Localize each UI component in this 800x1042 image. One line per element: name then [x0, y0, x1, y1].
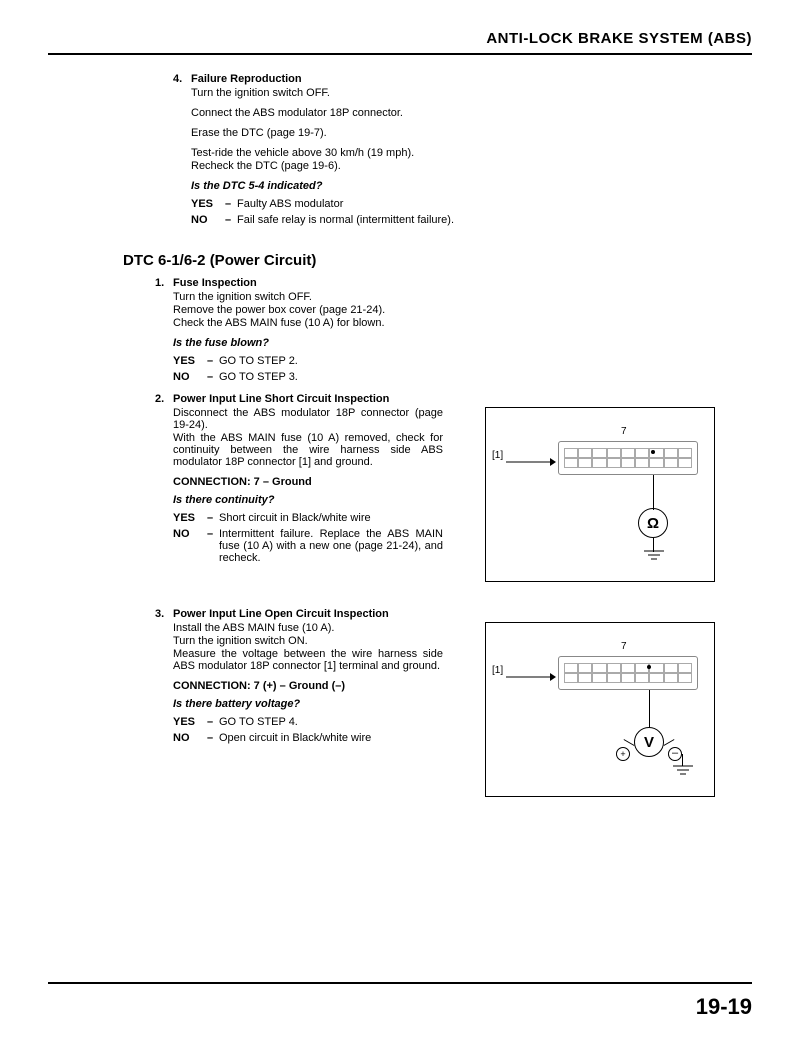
sec3-line3: Measure the voltage between the wire har…: [173, 648, 443, 672]
no-label: NO: [173, 371, 207, 383]
pin-7-dot: [647, 665, 651, 669]
sec3-line2: Turn the ignition switch ON.: [173, 635, 473, 647]
sec1-line3: Check the ABS MAIN fuse (10 A) for blown…: [173, 317, 752, 329]
diagram-label-7: 7: [621, 641, 627, 652]
sec2-yes-row: YES – Short circuit in Black/white wire: [173, 512, 473, 524]
step-2-num: 2.: [155, 393, 173, 405]
connector-pins: [564, 448, 692, 468]
dash: –: [207, 716, 219, 728]
sec4-line3: Erase the DTC (page 19-7).: [191, 127, 752, 139]
step-1-title: Fuse Inspection: [173, 277, 257, 289]
dash: –: [207, 528, 219, 564]
ground-icon: [673, 765, 693, 779]
dash: –: [207, 355, 219, 367]
step-3-title: Power Input Line Open Circuit Inspection: [173, 608, 389, 620]
sec2-connection: CONNECTION: 7 – Ground: [173, 476, 473, 488]
sec1-line2: Remove the power box cover (page 21-24).: [173, 304, 752, 316]
ohm-meter-icon: Ω: [638, 508, 668, 538]
lead-wire: [664, 739, 675, 746]
connector-pins: [564, 663, 692, 683]
dash: –: [225, 214, 237, 226]
step-4-num: 4.: [173, 73, 191, 85]
yes-label: YES: [173, 512, 207, 524]
step-4-title: Failure Reproduction: [191, 73, 302, 85]
step-2-title: Power Input Line Short Circuit Inspectio…: [173, 393, 389, 405]
dash: –: [207, 732, 219, 744]
pin-7-dot: [651, 450, 655, 454]
sec4-yes-text: Faulty ABS modulator: [237, 198, 752, 210]
dash: –: [225, 198, 237, 210]
page-number: 19-19: [696, 994, 752, 1020]
connector-diagram-volt: [1] 7 V + –: [485, 622, 715, 797]
sec4-question: Is the DTC 5-4 indicated?: [191, 180, 752, 192]
step-3-header: 3. Power Input Line Open Circuit Inspect…: [155, 608, 752, 620]
sec1-no-text: GO TO STEP 3.: [219, 371, 752, 383]
sec3-yes-row: YES – GO TO STEP 4.: [173, 716, 473, 728]
plus-terminal-icon: +: [616, 747, 630, 761]
yes-label: YES: [173, 716, 207, 728]
sec4-line1: Turn the ignition switch OFF.: [191, 87, 752, 99]
sec3-question: Is there battery voltage?: [173, 698, 473, 710]
sec2-line2: With the ABS MAIN fuse (10 A) removed, c…: [173, 432, 443, 468]
wire: [653, 475, 654, 510]
arrow-icon: [506, 671, 556, 683]
sec4-no-text: Fail safe relay is normal (intermittent …: [237, 214, 471, 226]
sec1-no-row: NO – GO TO STEP 3.: [173, 371, 752, 383]
lead-wire: [624, 739, 635, 746]
page-header-title: ANTI-LOCK BRAKE SYSTEM (ABS): [48, 30, 752, 55]
dash: –: [207, 371, 219, 383]
sec4-line2: Connect the ABS modulator 18P connector.: [191, 107, 752, 119]
sec1-yes-row: YES – GO TO STEP 2.: [173, 355, 752, 367]
step-3-num: 3.: [155, 608, 173, 620]
yes-label: YES: [191, 198, 225, 210]
sec3-connection: CONNECTION: 7 (+) – Ground (–): [173, 680, 473, 692]
wire: [649, 690, 650, 728]
no-label: NO: [173, 732, 207, 744]
sec2-no-text: Intermittent failure. Replace the ABS MA…: [219, 528, 443, 564]
connector-diagram-ohm: [1] 7 Ω: [485, 407, 715, 582]
sec2-yes-text: Short circuit in Black/white wire: [219, 512, 473, 524]
sec4-line4a: Test-ride the vehicle above 30 km/h (19 …: [191, 147, 752, 159]
diagram-label-7: 7: [621, 426, 627, 437]
diagram-label-1: [1]: [492, 665, 503, 676]
sec2-no-row: NO – Intermittent failure. Replace the A…: [173, 528, 443, 564]
sec4-no-row: NO – Fail safe relay is normal (intermit…: [191, 214, 471, 226]
diagram-label-1: [1]: [492, 450, 503, 461]
footer-rule: [48, 982, 752, 984]
step-1-header: 1. Fuse Inspection: [155, 277, 752, 289]
sec2-question: Is there continuity?: [173, 494, 473, 506]
no-label: NO: [173, 528, 207, 564]
sec3-no-row: NO – Open circuit in Black/white wire: [173, 732, 473, 744]
sec1-line1: Turn the ignition switch OFF.: [173, 291, 752, 303]
step-1-num: 1.: [155, 277, 173, 289]
step-4-header: 4. Failure Reproduction: [173, 73, 752, 85]
minus-terminal-icon: –: [668, 747, 682, 761]
sec1-question: Is the fuse blown?: [173, 337, 752, 349]
sec4-line4b: Recheck the DTC (page 19-6).: [191, 160, 752, 172]
sec4-yes-row: YES – Faulty ABS modulator: [191, 198, 752, 210]
sec3-yes-text: GO TO STEP 4.: [219, 716, 473, 728]
section-heading-dtc: DTC 6-1/6-2 (Power Circuit): [123, 252, 752, 269]
step-2-header: 2. Power Input Line Short Circuit Inspec…: [155, 393, 752, 405]
dash: –: [207, 512, 219, 524]
volt-meter-icon: V: [634, 727, 664, 757]
sec2-line1: Disconnect the ABS modulator 18P connect…: [173, 407, 443, 431]
sec3-line1: Install the ABS MAIN fuse (10 A).: [173, 622, 473, 634]
arrow-icon: [506, 456, 556, 468]
sec3-no-text: Open circuit in Black/white wire: [219, 732, 473, 744]
no-label: NO: [191, 214, 225, 226]
yes-label: YES: [173, 355, 207, 367]
sec1-yes-text: GO TO STEP 2.: [219, 355, 752, 367]
ground-icon: [644, 550, 664, 564]
